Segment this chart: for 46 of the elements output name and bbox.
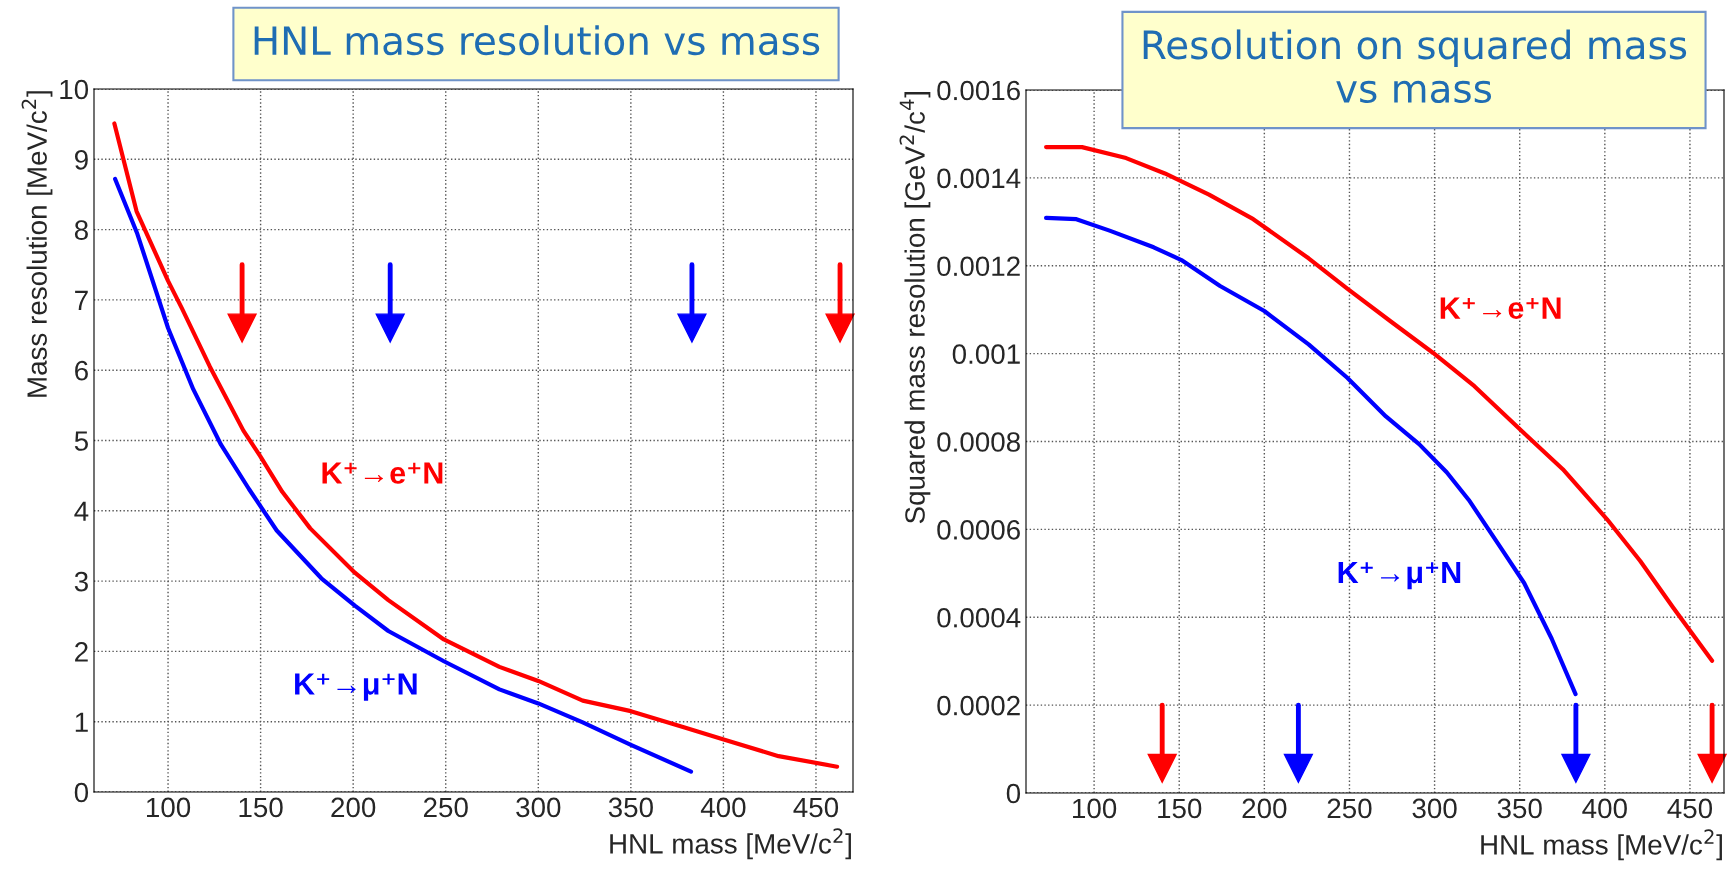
x-tick-label: 200 [331, 797, 376, 818]
x-axis-title: HNL mass [MeV/c$^{2}$] [1481, 829, 1722, 861]
y-tick-label: 8 [74, 220, 88, 240]
y-tick-label: 0.0014 [937, 168, 1021, 189]
series-label: K⁺→μ⁺N [1338, 561, 1461, 590]
x-tick-label: 300 [1412, 798, 1457, 819]
y-tick-label: 7 [75, 290, 88, 310]
y-tick-label: 6 [75, 360, 88, 381]
x-tick-label: 450 [793, 797, 839, 818]
y-tick-label: 0.0016 [937, 80, 1020, 101]
x-tick-label: 150 [239, 797, 283, 818]
series-label: K⁺→e⁺N [1440, 297, 1561, 319]
x-tick-label: 350 [608, 797, 653, 818]
y-tick-label: 4 [74, 501, 89, 521]
y-tick-label: 9 [74, 149, 88, 170]
x-tick-label: 100 [147, 797, 191, 818]
y-tick-label: 5 [74, 431, 88, 451]
x-tick-label: 400 [700, 797, 746, 818]
y-tick-label: 0.0004 [937, 607, 1021, 628]
y-tick-label: 1 [75, 712, 88, 732]
y-tick-label: 0 [74, 782, 89, 803]
y-tick-label: 0 [1006, 783, 1021, 804]
x-tick-label: 350 [1497, 798, 1542, 819]
y-tick-label: 0.0006 [937, 520, 1020, 540]
y-axis-title: Mass resolution [MeV/c$^{2}$] [21, 91, 53, 397]
y-tick-label: 0.0012 [937, 256, 1020, 277]
x-tick-label: 250 [423, 797, 468, 818]
chart-title: Resolution on squared mass vs mass [1143, 29, 1687, 104]
x-tick-label: 400 [1582, 798, 1627, 819]
y-tick-label: 10 [60, 79, 89, 100]
x-tick-label: 250 [1327, 798, 1372, 819]
x-tick-label: 100 [1073, 798, 1117, 819]
x-tick-label: 200 [1242, 798, 1287, 819]
y-tick-label: 0.0002 [937, 695, 1020, 716]
x-tick-label: 450 [1667, 798, 1713, 819]
series-label: K⁺→e⁺N [322, 462, 443, 484]
y-tick-label: 0.001 [952, 344, 1020, 364]
x-tick-label: 150 [1158, 798, 1202, 819]
y-tick-label: 0.0008 [937, 432, 1020, 452]
y-tick-label: 2 [75, 642, 88, 662]
y-axis-title: Squared mass resolution [GeV$^{2}$/c$^{4}$] [899, 92, 931, 524]
y-tick-label: 3 [74, 571, 88, 592]
chart-title: HNL mass resolution vs mass [254, 25, 820, 56]
series-label: K⁺→μ⁺N [295, 673, 417, 701]
x-axis-title: HNL mass [MeV/c$^{2}$] [610, 828, 851, 860]
x-tick-label: 300 [516, 797, 561, 818]
